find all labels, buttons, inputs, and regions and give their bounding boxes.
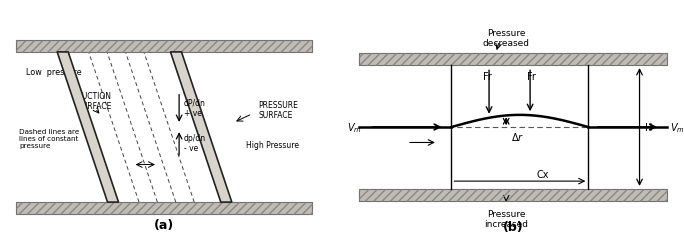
Text: $V_m$: $V_m$ xyxy=(347,121,361,134)
Text: (a): (a) xyxy=(154,218,174,231)
Bar xyxy=(16,40,312,53)
Bar xyxy=(359,189,667,201)
Text: H: H xyxy=(644,122,652,132)
Text: Dashed lines are
lines of constant
pressure: Dashed lines are lines of constant press… xyxy=(19,128,80,148)
Bar xyxy=(359,54,667,66)
Bar xyxy=(16,202,312,214)
Text: Low  pressure: Low pressure xyxy=(26,68,81,77)
Text: SUCTION
SURFACE: SUCTION SURFACE xyxy=(78,92,112,111)
Text: High Pressure: High Pressure xyxy=(246,140,299,149)
Bar xyxy=(16,40,312,53)
Polygon shape xyxy=(170,53,232,202)
Text: Fr: Fr xyxy=(527,72,536,81)
Polygon shape xyxy=(57,53,118,202)
Text: Pressure
increased: Pressure increased xyxy=(484,209,528,228)
Text: (b): (b) xyxy=(503,220,523,233)
Text: Pressure
decreased: Pressure decreased xyxy=(483,28,529,48)
Text: $V_m$: $V_m$ xyxy=(670,121,684,134)
Text: Cx: Cx xyxy=(537,169,549,179)
Text: $\Delta r$: $\Delta r$ xyxy=(511,130,525,142)
Text: Fr: Fr xyxy=(483,72,492,81)
Text: dP/dn
+ ve: dP/dn + ve xyxy=(184,98,206,117)
Text: dp/dn
- ve: dp/dn - ve xyxy=(184,133,206,152)
Bar xyxy=(359,54,667,66)
Bar xyxy=(359,189,667,201)
Text: PRESSURE
SURFACE: PRESSURE SURFACE xyxy=(259,100,298,119)
Bar xyxy=(16,202,312,214)
